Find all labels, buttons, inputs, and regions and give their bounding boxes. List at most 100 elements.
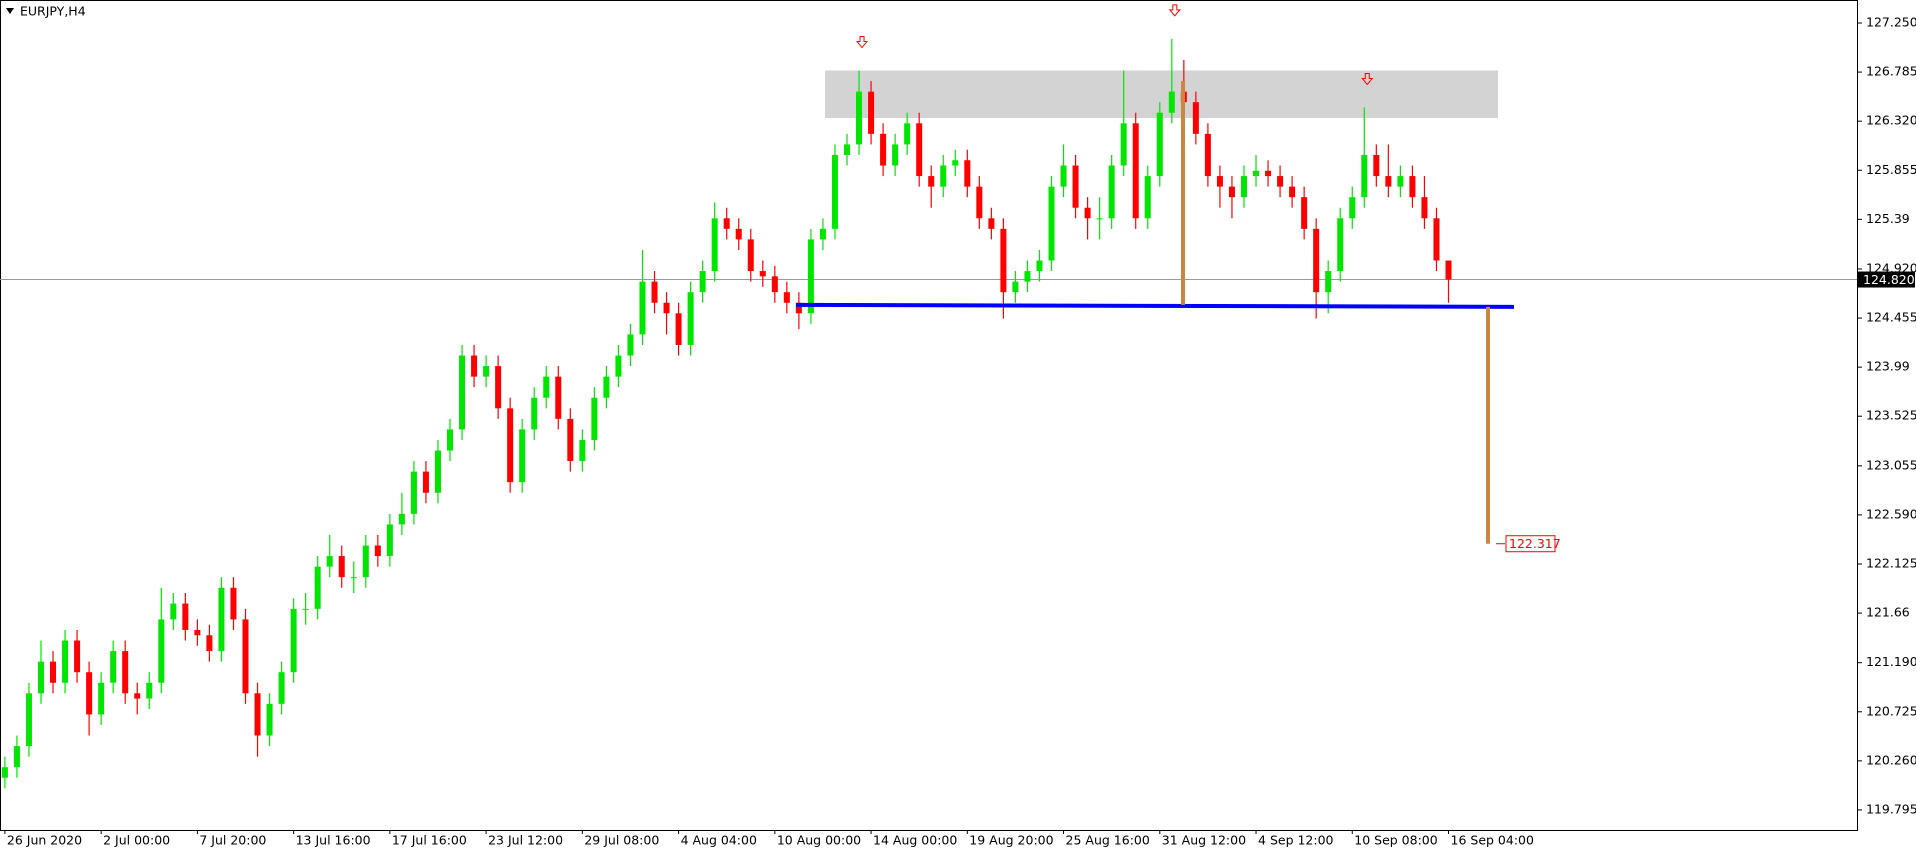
candle-body <box>531 397 538 430</box>
candle-body <box>603 376 610 398</box>
candle-body <box>1132 123 1139 219</box>
y-tick-label: 124.455 <box>1866 310 1916 325</box>
candle-body <box>591 397 598 440</box>
x-tick-label: 14 Aug 00:00 <box>873 833 957 848</box>
y-tick-label: 123.055 <box>1866 457 1916 472</box>
candle-body <box>1349 197 1356 219</box>
candle-body <box>639 281 646 335</box>
candle-body <box>579 439 586 462</box>
candle-body <box>1325 271 1332 293</box>
x-tick-label: 2 Jul 00:00 <box>103 833 170 848</box>
current-price-label: 124.820 <box>1863 272 1915 287</box>
candle-body <box>928 176 935 187</box>
candle-body <box>25 693 32 747</box>
y-tick-label: 126.785 <box>1866 64 1916 79</box>
candle-body <box>567 418 574 462</box>
candle-body <box>1421 197 1428 219</box>
candle-body <box>1289 186 1296 198</box>
candle-body <box>519 429 526 483</box>
candle-body <box>62 640 69 683</box>
candle-body <box>904 123 911 145</box>
y-tick-label: 125.39 <box>1866 211 1910 226</box>
y-tick-label: 123.525 <box>1866 408 1916 423</box>
candle-body <box>74 640 81 673</box>
menu-triangle[interactable] <box>6 8 14 14</box>
y-tick-label: 125.855 <box>1866 162 1916 177</box>
candle-body <box>146 682 153 699</box>
candle-body <box>495 366 502 409</box>
candle-body <box>735 228 742 240</box>
x-tick-label: 31 Aug 12:00 <box>1162 833 1246 848</box>
candle-body <box>1120 123 1127 166</box>
candle-body <box>447 429 454 451</box>
candle-body <box>1373 154 1380 177</box>
candle-body <box>362 545 369 578</box>
x-tick-label: 17 Jul 16:00 <box>392 833 467 848</box>
candle-body <box>952 160 959 166</box>
candle-body <box>627 334 634 356</box>
candle-body <box>266 703 273 736</box>
x-tick-label: 16 Sep 04:00 <box>1451 833 1534 848</box>
candle-body <box>868 91 875 134</box>
candle-body <box>386 524 393 557</box>
candle-body <box>1072 165 1079 208</box>
candle-body <box>422 471 429 493</box>
candle-body <box>555 376 562 419</box>
x-tick-label: 4 Sep 12:00 <box>1258 833 1334 848</box>
y-tick-label: 120.725 <box>1866 703 1916 718</box>
candle-body <box>1156 112 1163 177</box>
y-tick-label: 127.250 <box>1866 15 1916 30</box>
target-box <box>1505 535 1556 553</box>
candle-body <box>699 271 706 293</box>
candle-body <box>711 218 718 272</box>
y-tick-label: 126.320 <box>1866 113 1916 128</box>
candle-body <box>1433 218 1440 261</box>
candle-body <box>314 566 321 609</box>
candle-body <box>230 587 237 620</box>
candle-body <box>122 651 129 694</box>
candle-body <box>1409 176 1416 198</box>
candle-body <box>170 603 177 620</box>
candle-body <box>759 271 766 277</box>
y-tick-label: 122.590 <box>1866 506 1916 521</box>
candle-body <box>134 693 141 699</box>
candle-body <box>916 123 923 177</box>
candle-body <box>326 556 333 567</box>
candle-body <box>1265 170 1272 177</box>
candle-body <box>940 165 947 187</box>
candle-body <box>1096 218 1103 220</box>
y-tick-label: 122.125 <box>1866 555 1916 570</box>
candle-body <box>86 672 93 715</box>
y-tick-label: 119.795 <box>1866 801 1916 816</box>
x-tick-label: 23 Jul 12:00 <box>488 833 563 848</box>
candle-body <box>1144 176 1151 219</box>
target-label: 122.317 <box>1509 536 1561 551</box>
candle-body <box>1216 176 1223 187</box>
candle-body <box>844 144 850 155</box>
candle-body <box>50 661 57 683</box>
candle-body <box>1060 165 1067 187</box>
fractal-arrow <box>1168 4 1181 17</box>
candle-body <box>795 302 802 314</box>
candle-body <box>1445 260 1452 280</box>
x-tick-label: 19 Aug 20:00 <box>969 833 1053 848</box>
candle-body <box>663 302 670 314</box>
candle-body <box>1 767 8 778</box>
candle-body <box>1036 260 1043 272</box>
fractal-arrow <box>855 36 869 49</box>
resistance-zone <box>825 70 1498 119</box>
candle-body <box>1397 176 1404 187</box>
candle-body <box>1313 228 1320 293</box>
y-tick-label: 121.66 <box>1866 605 1910 620</box>
candle-body <box>1204 133 1211 177</box>
candle-body <box>242 619 249 694</box>
candle-body <box>194 629 201 636</box>
candle-body <box>1084 207 1091 219</box>
candle-body <box>1385 176 1392 187</box>
candle-body <box>1168 91 1175 113</box>
candle-body <box>675 313 682 345</box>
x-tick-label: 10 Sep 08:00 <box>1354 833 1437 848</box>
x-tick-label: 10 Aug 00:00 <box>777 833 861 848</box>
candle-body <box>976 186 983 219</box>
